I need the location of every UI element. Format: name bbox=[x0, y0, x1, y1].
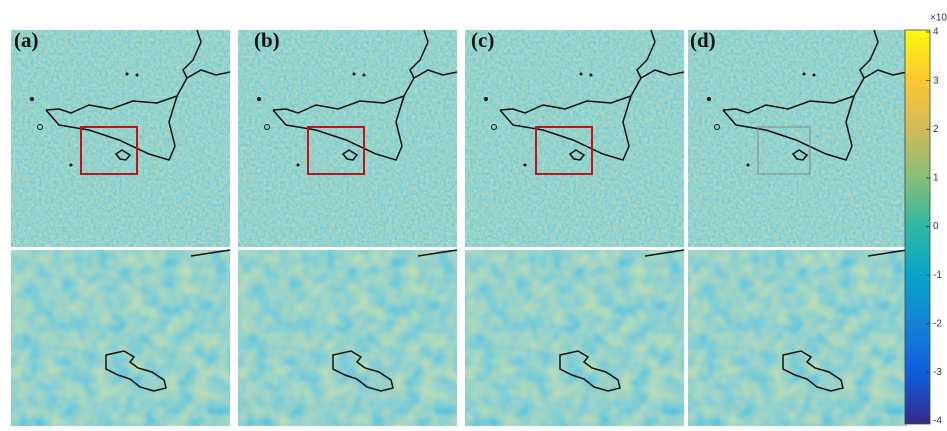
panel-label: (a) bbox=[14, 28, 39, 52]
page: {"panels":[{"label":"(a)"},{"label":"(b)… bbox=[0, 0, 947, 431]
panel-c: (c) bbox=[465, 28, 684, 426]
panel-b: (b) bbox=[238, 28, 457, 426]
panel-label: (b) bbox=[254, 28, 280, 52]
figure: (a) (b) (c) (d) ×10 -4 -3 -2 -1 0 1 2 3 4 bbox=[0, 0, 947, 426]
colorbar-tick-label: -2 bbox=[933, 318, 942, 329]
colorbar-tick-label: 4 bbox=[933, 27, 939, 38]
colorbar-tick-label: -3 bbox=[933, 367, 942, 378]
panel-label: (d) bbox=[690, 28, 716, 52]
colorbar-tick-label: 3 bbox=[933, 75, 939, 86]
colorbar-tick-label: -4 bbox=[933, 416, 942, 426]
colorbar-tick-label: 0 bbox=[933, 221, 939, 232]
colorbar-exponent: ×10 bbox=[930, 13, 947, 24]
colorbar-tick-label: 2 bbox=[933, 124, 939, 135]
panel-a: (a) bbox=[11, 28, 230, 426]
colorbar-tick-label: 1 bbox=[933, 173, 939, 184]
panel-d: (d) bbox=[688, 28, 907, 426]
colorbar bbox=[905, 30, 930, 424]
colorbar-tick-label: -1 bbox=[933, 270, 942, 281]
panel-label: (c) bbox=[471, 28, 494, 52]
